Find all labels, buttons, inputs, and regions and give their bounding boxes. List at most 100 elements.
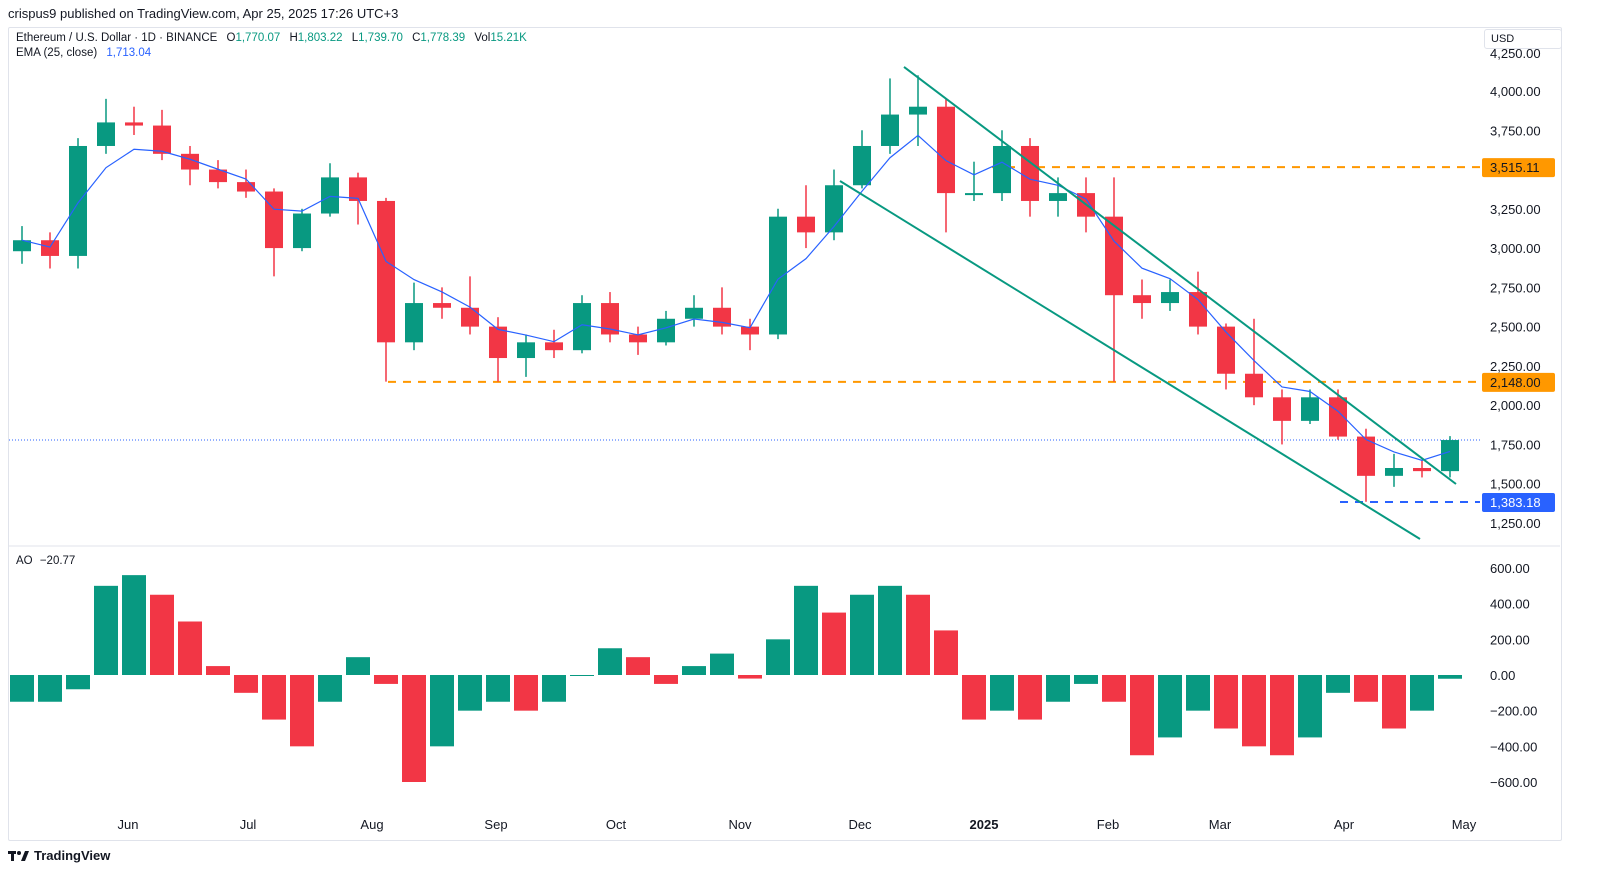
candle-body <box>769 216 787 335</box>
candle <box>125 106 143 135</box>
ao-bar <box>66 675 90 690</box>
price-axis-label: 2,000.00 <box>1490 398 1541 413</box>
ao-bar <box>794 585 818 675</box>
ao-bar <box>654 675 678 684</box>
ao-bar <box>458 675 482 711</box>
candle <box>489 317 507 382</box>
open-value: 1,770.07 <box>235 32 281 44</box>
candle <box>965 161 983 201</box>
low-value: 1,739.70 <box>358 32 403 44</box>
channel-upper-trendline[interactable] <box>903 66 1457 485</box>
ao-axis-label: −600.00 <box>1490 775 1537 790</box>
candle <box>1441 436 1459 478</box>
tradingview-logo[interactable]: TradingView <box>8 848 110 863</box>
candle <box>461 276 479 335</box>
candle-body <box>461 307 479 327</box>
candle <box>797 185 815 249</box>
ao-bar <box>1158 675 1182 738</box>
candle-body <box>629 334 647 343</box>
time-axis-label: Apr <box>1334 817 1355 832</box>
candle-body <box>937 106 955 194</box>
candle <box>1217 323 1235 390</box>
candle-body <box>349 177 367 201</box>
ao-bar <box>1298 675 1322 738</box>
candle <box>545 329 563 359</box>
price-axis-label: 4,000.00 <box>1490 84 1541 99</box>
candle-body <box>41 240 59 256</box>
ao-bar <box>514 675 538 711</box>
ao-bar <box>178 621 202 675</box>
ao-bar <box>1242 675 1266 747</box>
ao-bar <box>402 675 426 782</box>
ao-bar <box>598 648 622 675</box>
candle <box>937 98 955 233</box>
published-caption: crispus9 published on TradingView.com, A… <box>8 6 399 21</box>
candle-body <box>797 216 815 233</box>
ao-bar <box>486 675 510 702</box>
price-level-label: 3,515.11 <box>1490 160 1540 175</box>
candle <box>1105 177 1123 382</box>
candle <box>13 226 31 264</box>
candle-body <box>1329 397 1347 437</box>
candle-body <box>545 342 563 351</box>
ema-label[interactable]: EMA (25, close) <box>16 47 98 59</box>
price-axis-label: 1,500.00 <box>1490 477 1541 492</box>
ao-label[interactable]: AO <box>16 555 33 567</box>
time-axis-label: Nov <box>728 817 752 832</box>
candle <box>1329 389 1347 440</box>
ao-bar <box>1046 675 1070 702</box>
candle <box>377 197 395 382</box>
candle-body <box>69 145 87 256</box>
channel-lower-trendline[interactable] <box>839 180 1421 540</box>
candle <box>1385 453 1403 487</box>
ao-bar <box>990 675 1014 711</box>
candle <box>1161 279 1179 311</box>
candle <box>601 292 619 343</box>
ema-line[interactable] <box>21 134 1451 461</box>
time-axis-label: Mar <box>1209 817 1232 832</box>
candle <box>1301 389 1319 425</box>
currency-selector[interactable]: USD <box>1484 29 1562 49</box>
ao-bar <box>1326 675 1350 693</box>
ao-bar <box>626 657 650 675</box>
ao-bar <box>1270 675 1294 756</box>
candle-body <box>1245 373 1263 398</box>
ao-bar <box>430 675 454 747</box>
ao-bar <box>822 612 846 675</box>
candle-body <box>881 114 899 146</box>
time-axis-label: Aug <box>360 817 383 832</box>
volume-label: Vol <box>474 32 491 44</box>
candle-body <box>1273 397 1291 421</box>
candle-body <box>489 326 507 359</box>
candle-body <box>153 125 171 154</box>
time-axis-label: Oct <box>606 817 627 832</box>
ao-value: −20.77 <box>39 555 76 567</box>
candle <box>741 318 759 351</box>
candle <box>237 169 255 198</box>
ao-bar <box>1074 675 1098 684</box>
candle <box>405 282 423 351</box>
symbol-title[interactable]: Ethereum / U.S. Dollar · 1D · BINANCE <box>16 32 218 44</box>
ao-bar <box>1214 675 1238 729</box>
time-axis-label: May <box>1452 817 1477 832</box>
price-axis-label: 3,000.00 <box>1490 241 1541 256</box>
candle-body <box>1413 467 1431 472</box>
candle <box>881 78 899 154</box>
candle <box>769 208 787 340</box>
candle <box>1021 138 1039 217</box>
high-label: H <box>289 32 298 44</box>
ao-bar <box>318 675 342 702</box>
time-axis-label: Feb <box>1097 817 1119 832</box>
candle-body <box>13 240 31 252</box>
candle <box>1273 389 1291 445</box>
chart-frame <box>8 27 1562 841</box>
candle-body <box>97 122 115 146</box>
price-level-badge <box>1482 158 1555 178</box>
candle-body <box>321 177 339 214</box>
price-axis-label: 2,500.00 <box>1490 320 1541 335</box>
ao-bar <box>570 675 594 676</box>
ao-bar <box>850 594 874 675</box>
candle-body <box>1217 326 1235 374</box>
candle-body <box>741 326 759 335</box>
